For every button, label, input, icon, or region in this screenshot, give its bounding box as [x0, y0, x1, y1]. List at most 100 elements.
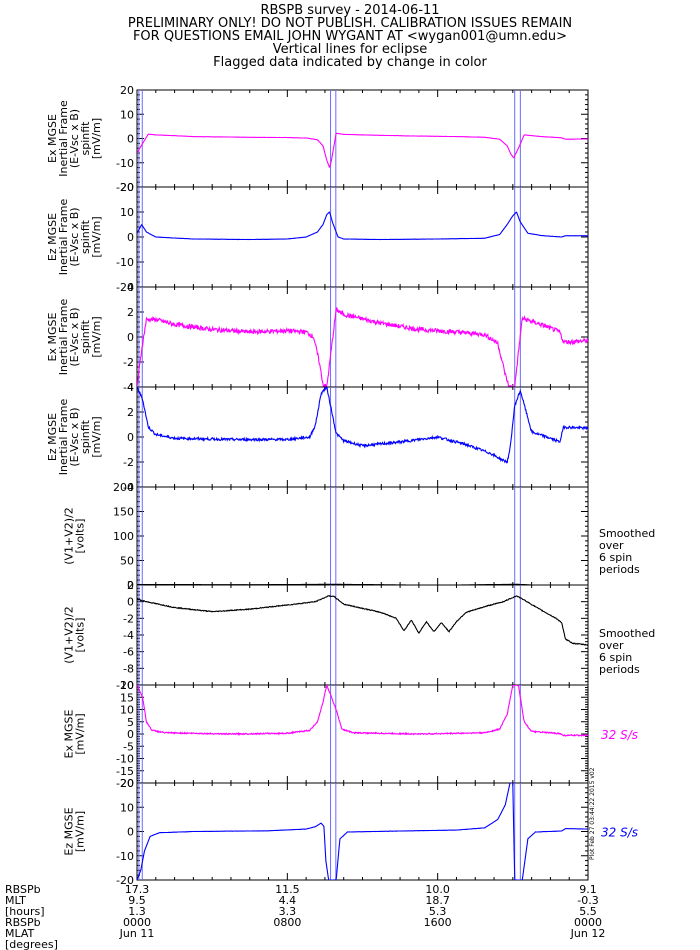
y-tick-label: 10 [120, 801, 134, 814]
footer-tick-value: 1600 [424, 916, 452, 929]
y-axis-label: Ex MGSE [63, 709, 76, 758]
y-tick-label: 10 [120, 704, 134, 717]
y-axis-label: Ez MGSE [46, 413, 59, 461]
y-tick-label: -10 [116, 157, 134, 170]
y-tick-label: -2 [123, 612, 134, 625]
y-tick-label: -4 [123, 629, 134, 642]
footer-tick-value: 10.0 [425, 883, 450, 896]
footer-tick-value: 18.7 [425, 894, 450, 907]
preliminary-warning: PRELIMINARY ONLY! DO NOT PUBLISH. CALIBR… [127, 16, 573, 31]
footer-tick-value: 17.3 [125, 883, 150, 896]
footer-tick-value: -0.3 [577, 894, 598, 907]
y-tick-label: -8 [123, 662, 134, 675]
y-axis-label: spinfit [79, 121, 92, 156]
y-tick-label: -15 [116, 765, 134, 778]
y-tick-label: 20 [120, 679, 134, 692]
y-axis-label: Ez MGSE [46, 213, 59, 261]
y-tick-label: 20 [120, 777, 134, 790]
y-tick-label: 0 [127, 826, 134, 839]
y-axis-label: Inertial Frame [57, 299, 70, 376]
y-axis-label: [mV/m] [74, 811, 87, 852]
smoothing-note: Smoothed [599, 627, 655, 640]
y-axis-label: (E-Vsc x B) [68, 407, 81, 466]
plot-title: RBSPB survey - 2014-06-11 [260, 3, 440, 18]
footer-row-label: [degrees] [5, 938, 58, 950]
y-axis-label: (V1+V2)/2 [63, 606, 76, 664]
y-axis-label: Ex MGSE [46, 114, 59, 163]
y-tick-label: 10 [120, 206, 134, 219]
sample-rate-label: 32 S/s [601, 826, 638, 840]
footer-tick-value: Jun 11 [119, 927, 155, 940]
series-line-ex_spinfit_2 [137, 307, 588, 387]
eclipse-note: Vertical lines for eclipse [272, 42, 428, 57]
y-axis-label: spinfit [79, 319, 92, 354]
y-axis-label: (V1+V2)/2 [63, 507, 76, 565]
series-group [137, 387, 588, 464]
smoothing-note: over [599, 539, 624, 552]
smoothing-note: 6 spin [599, 551, 632, 564]
y-tick-label: -4 [123, 481, 134, 494]
series-line-v_avg_2 [137, 594, 588, 647]
y-axis-label: [mV/m] [90, 216, 103, 257]
plot-timestamp-note: Plot Feb 27 03:44:22 2015 v02 [589, 767, 596, 860]
footer-tick-value: 3.3 [279, 905, 297, 918]
footer-tick-value: Jun 12 [570, 927, 606, 940]
y-axis-label: (E-Vsc x B) [68, 307, 81, 366]
y-tick-label: 2 [127, 406, 134, 419]
smoothing-note: Smoothed [599, 527, 655, 540]
footer-tick-value: 1.3 [128, 905, 146, 918]
y-tick-label: 2 [127, 579, 134, 592]
y-tick-label: -6 [123, 646, 134, 659]
footer-row-label: RBSPb [5, 916, 41, 929]
y-tick-label: 150 [113, 506, 134, 519]
y-axis-label: [mV/m] [74, 713, 87, 754]
footer-row-label: MLAT [5, 927, 35, 940]
y-tick-label: -5 [123, 740, 134, 753]
panel-ez_32: -20 -10 0 10 20 Ez MGSE[mV/m] 32 S/s [63, 777, 639, 887]
series-group [137, 594, 588, 647]
footer-tick-value: 0000 [574, 916, 602, 929]
footer-tick-value: 0000 [123, 916, 151, 929]
series-group [137, 783, 588, 880]
series-group [137, 685, 588, 738]
footer-tick-value: 4.4 [279, 894, 297, 907]
y-tick-label: 0 [127, 231, 134, 244]
panel-v_avg_1: 0 50 100 150 200 (V1+V2)/2[volts] Smoothedover… [63, 481, 656, 592]
smoothing-note: 6 spin [599, 651, 632, 664]
series-group [137, 132, 588, 169]
y-tick-label: 0 [127, 431, 134, 444]
y-axis-label: [mV/m] [90, 416, 103, 457]
footer-tick-value: 9.1 [579, 883, 597, 896]
footer-tick-value: 5.5 [579, 905, 597, 918]
footer-tick-value: 5.3 [429, 905, 447, 918]
y-tick-label: -20 [116, 181, 134, 194]
y-tick-label: -10 [116, 753, 134, 766]
y-axis-label: spinfit [79, 419, 92, 454]
flag-note: Flagged data indicated by change in colo… [213, 55, 487, 70]
y-tick-label: 2 [127, 306, 134, 319]
y-axis-label: [mV/m] [90, 316, 103, 357]
series-group [137, 307, 588, 387]
y-tick-label: 10 [120, 108, 134, 121]
sample-rate-label: 32 S/s [601, 728, 638, 742]
footer-row-label: RBSPb [5, 883, 41, 896]
y-tick-label: 0 [127, 728, 134, 741]
y-tick-label: 0 [127, 596, 134, 609]
y-axis-label: spinfit [79, 219, 92, 254]
y-axis-label: [volts] [74, 618, 87, 653]
plot-header: RBSPB survey - 2014-06-11 PRELIMINARY ON… [0, 4, 700, 69]
y-axis-label: (E-Vsc x B) [68, 207, 81, 266]
y-tick-label: 200 [113, 481, 134, 494]
y-tick-label: -4 [123, 381, 134, 394]
y-tick-label: 100 [113, 530, 134, 543]
y-tick-label: 0 [127, 133, 134, 146]
y-axis-label: Ex MGSE [46, 312, 59, 361]
y-tick-label: 4 [127, 381, 134, 394]
y-tick-label: -20 [116, 874, 134, 887]
series-line-ex_32 [137, 685, 588, 738]
